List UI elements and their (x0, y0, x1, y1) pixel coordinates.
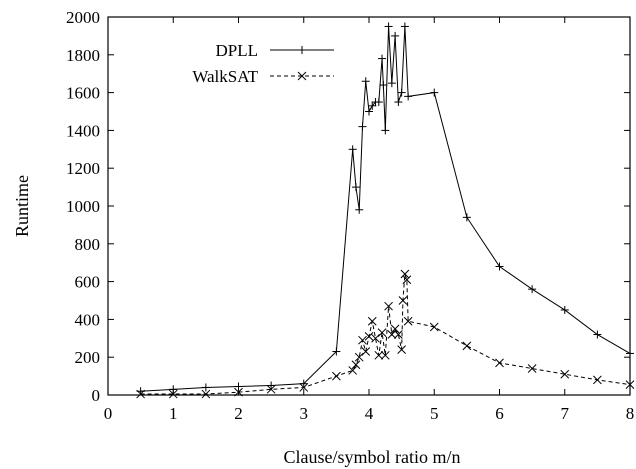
x-tick-label: 7 (561, 404, 570, 423)
legend-dpll-label: DPLL (216, 41, 259, 60)
series-walksat-point (384, 301, 393, 311)
series-walksat-point (136, 389, 145, 399)
series-walksat-point (234, 387, 243, 397)
x-tick-label: 8 (626, 404, 635, 423)
legend: DPLL WalkSAT (192, 41, 334, 86)
series-layer (136, 22, 635, 399)
series-walksat-point (403, 316, 413, 326)
series-walksat-point (400, 269, 410, 279)
series-walksat-point (390, 324, 400, 334)
legend-walksat-point (297, 71, 307, 81)
legend-walksat-label: WalkSAT (192, 67, 258, 86)
series-walksat-line (140, 273, 631, 395)
series-walksat-point (374, 350, 384, 360)
y-tick-label: 1400 (66, 121, 100, 140)
series-walksat-point (462, 341, 472, 351)
y-tick-label: 1000 (66, 197, 100, 216)
x-tick-label: 3 (300, 404, 309, 423)
series-walksat-point (332, 371, 341, 381)
series-walksat-point (402, 275, 412, 285)
series-walksat-point (299, 383, 309, 392)
series-walksat-point (625, 380, 635, 389)
y-axis-label: Runtime (12, 175, 32, 237)
y-tick-label: 600 (75, 273, 101, 292)
x-tick-label: 1 (169, 404, 178, 423)
series-walksat-point (560, 369, 570, 379)
series-walksat-point (371, 333, 380, 343)
y-tick-label: 400 (75, 310, 101, 329)
y-tick-label: 1800 (66, 46, 100, 65)
y-tick-label: 200 (75, 348, 101, 367)
series-walksat-point (354, 352, 364, 362)
series-walksat-point (377, 328, 387, 337)
y-tick-label: 1200 (66, 159, 100, 178)
series-walksat-point (398, 296, 408, 305)
x-axis-label: Clause/symbol ratio m/n (284, 447, 461, 467)
x-tick-label: 6 (495, 404, 504, 423)
series-walksat-point (364, 332, 374, 341)
series-walksat-point (351, 360, 361, 370)
y-tick-label: 0 (92, 386, 101, 405)
series-walksat (136, 269, 635, 399)
series-walksat-point (593, 375, 602, 385)
x-tick-label: 2 (234, 404, 243, 423)
series-walksat-point (394, 330, 403, 339)
series-walksat-point (527, 364, 537, 373)
x-tick-label: 5 (430, 404, 439, 423)
series-walksat-point (495, 358, 504, 368)
series-walksat-point (168, 389, 178, 399)
x-tick-label: 4 (365, 404, 374, 423)
series-walksat-point (380, 350, 390, 360)
series-walksat-point (367, 316, 377, 326)
series-walksat-point (348, 366, 358, 375)
series-walksat-point (358, 335, 367, 345)
axes-layer: 0 1 2 3 4 5 6 7 8 0 200 400 600 800 1000 1200 1400 1600 18… (66, 8, 634, 423)
series-walksat-point (429, 322, 439, 332)
y-tick-label: 800 (75, 235, 101, 254)
x-tick-label: 0 (104, 404, 113, 423)
plot-frame (107, 16, 631, 396)
series-dpll (136, 22, 634, 396)
series-walksat-point (361, 347, 371, 356)
y-tick-label: 1600 (66, 84, 100, 103)
series-walksat-point (387, 330, 397, 339)
series-walksat-point (266, 384, 276, 394)
series-walksat-point (201, 389, 211, 399)
y-tick-label: 2000 (66, 8, 100, 27)
series-walksat-point (397, 345, 406, 354)
